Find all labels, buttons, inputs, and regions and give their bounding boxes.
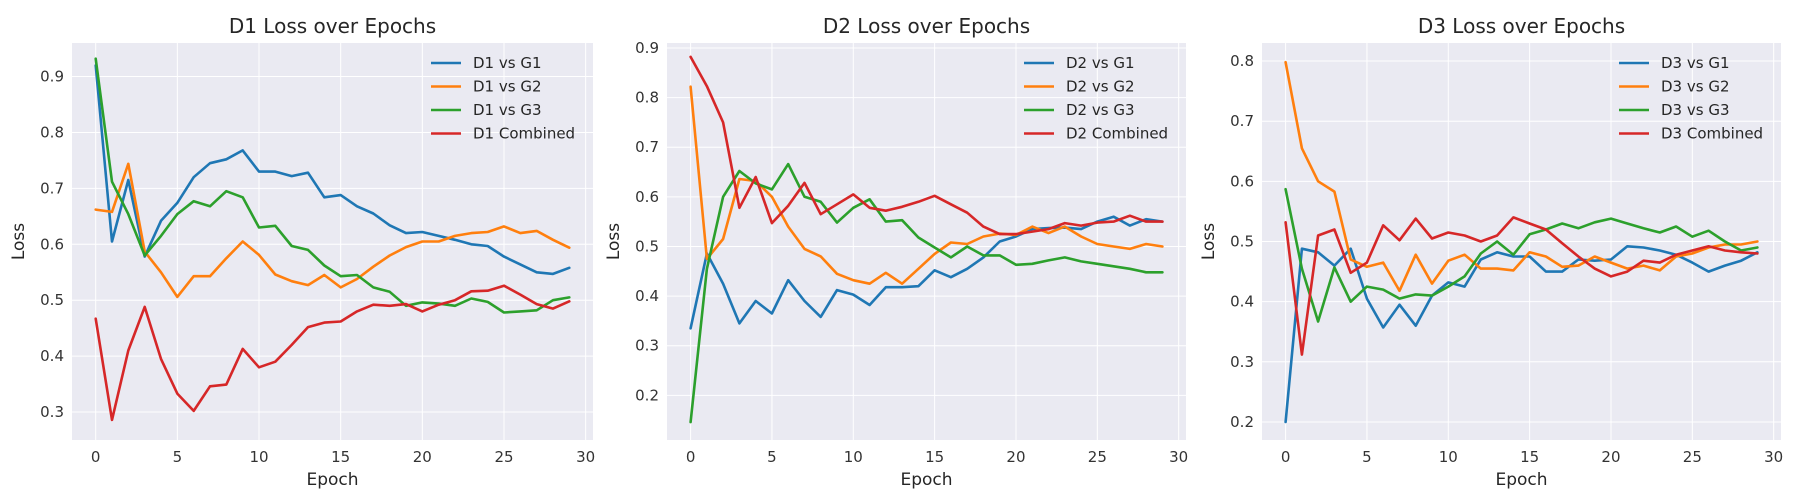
y-tick-label: 0.6: [40, 235, 64, 253]
x-tick-label: 25: [1088, 448, 1107, 466]
series-line-d2-vs-g3: [689, 162, 1164, 424]
x-tick-label: 20: [413, 448, 432, 466]
y-tick-label: 0.4: [1230, 293, 1254, 311]
y-tick-label: 0.3: [635, 337, 659, 355]
y-tick-label: 0.3: [40, 403, 64, 421]
y-axis-label: Loss: [604, 223, 624, 260]
x-tick-label: 10: [844, 448, 863, 466]
x-tick-label: 25: [1683, 448, 1702, 466]
chart-title: D2 Loss over Epochs: [823, 14, 1030, 38]
y-tick-label: 0.3: [1230, 353, 1254, 371]
legend: D1 vs G1 D1 vs G2 D1 vs G3 D1 Combined: [431, 54, 575, 143]
legend-label: D2 Combined: [1066, 125, 1168, 143]
y-tick-label: 0.5: [1230, 233, 1254, 251]
chart-panel-3: 0 5 10 15 20 25 30 0.2 0.3 0.4 0.5 0.6 0.7 0.8 D3 Loss…: [1199, 14, 1783, 490]
x-axis-label: Epoch: [306, 470, 358, 490]
x-tick-label: 0: [1281, 448, 1291, 466]
y-tick-label: 0.4: [635, 287, 659, 305]
y-axis-label: Loss: [1199, 223, 1219, 260]
y-tick-label: 0.2: [1230, 413, 1254, 431]
legend-label: D2 vs G3: [1066, 101, 1135, 119]
series-line-d1-vs-g1: [94, 64, 571, 276]
x-tick-label: 30: [1764, 448, 1783, 466]
series-line-d1-vs-g3: [94, 57, 571, 314]
series-line-d3-combined: [1284, 216, 1759, 356]
x-axis-label: Epoch: [900, 470, 952, 490]
x-tick-label: 20: [1006, 448, 1025, 466]
legend: D3 vs G1 D3 vs G2 D3 vs G3 D3 Combined: [1619, 54, 1763, 143]
x-tick-label: 15: [331, 448, 350, 466]
y-tick-label: 0.9: [40, 68, 64, 86]
plot-area: [72, 43, 593, 440]
series-line-d3-vs-g3: [1284, 187, 1759, 323]
x-tick-label: 5: [173, 448, 183, 466]
chart-panel-2: 0 5 10 15 20 25 30 0.2 0.3 0.4 0.5 0.6 0.7 0.8 0.9 D2 L…: [604, 14, 1188, 490]
x-tick-label: 10: [249, 448, 268, 466]
legend-label: D1 vs G2: [473, 78, 542, 96]
series-line-d2-vs-g1: [689, 215, 1164, 330]
chart-title: D3 Loss over Epochs: [1418, 14, 1625, 38]
x-tick-label: 25: [494, 448, 513, 466]
x-tick-label: 5: [767, 448, 777, 466]
y-tick-label: 0.6: [635, 188, 659, 206]
x-tick-label: 30: [576, 448, 595, 466]
legend-label: D3 vs G3: [1661, 101, 1730, 119]
chart-panel-1: 0 5 10 15 20 25 30 0.3 0.4 0.5 0.6 0.7 0.8 0.9 D1 Loss…: [9, 14, 595, 490]
legend: D2 vs G1 D2 vs G2 D2 vs G3 D2 Combined: [1024, 54, 1168, 143]
series-line-d1-combined: [94, 284, 571, 422]
x-tick-label: 5: [1362, 448, 1372, 466]
x-tick-label: 15: [925, 448, 944, 466]
x-tick-label: 20: [1601, 448, 1620, 466]
legend-label: D3 vs G2: [1661, 78, 1730, 96]
y-tick-label: 0.7: [1230, 112, 1254, 130]
legend-label: D1 vs G3: [473, 101, 542, 119]
x-tick-label: 0: [91, 448, 101, 466]
y-axis-label: Loss: [9, 223, 29, 260]
series-line-d2-combined: [689, 55, 1164, 236]
y-tick-label: 0.7: [40, 179, 64, 197]
series-line-d1-vs-g2: [94, 162, 571, 299]
y-tick-label: 0.8: [635, 89, 659, 107]
legend-label: D2 vs G2: [1066, 78, 1135, 96]
x-tick-label: 30: [1169, 448, 1188, 466]
x-tick-label: 10: [1439, 448, 1458, 466]
y-tick-label: 0.5: [635, 237, 659, 255]
legend-label: D1 Combined: [473, 125, 575, 143]
y-tick-label: 0.4: [40, 347, 64, 365]
legend-label: D2 vs G1: [1066, 54, 1135, 72]
legend-label: D3 Combined: [1661, 125, 1763, 143]
x-tick-label: 0: [686, 448, 696, 466]
y-tick-label: 0.6: [1230, 172, 1254, 190]
x-axis-label: Epoch: [1495, 470, 1547, 490]
y-tick-label: 0.8: [1230, 52, 1254, 70]
y-tick-label: 0.9: [635, 39, 659, 57]
chart-title: D1 Loss over Epochs: [229, 14, 436, 38]
x-tick-label: 15: [1520, 448, 1539, 466]
y-tick-label: 0.5: [40, 291, 64, 309]
legend-label: D1 vs G1: [473, 54, 542, 72]
series-line-d2-vs-g2: [689, 85, 1164, 286]
y-tick-label: 0.7: [635, 138, 659, 156]
y-tick-label: 0.2: [635, 386, 659, 404]
legend-label: D3 vs G1: [1661, 54, 1730, 72]
y-tick-label: 0.8: [40, 123, 64, 141]
